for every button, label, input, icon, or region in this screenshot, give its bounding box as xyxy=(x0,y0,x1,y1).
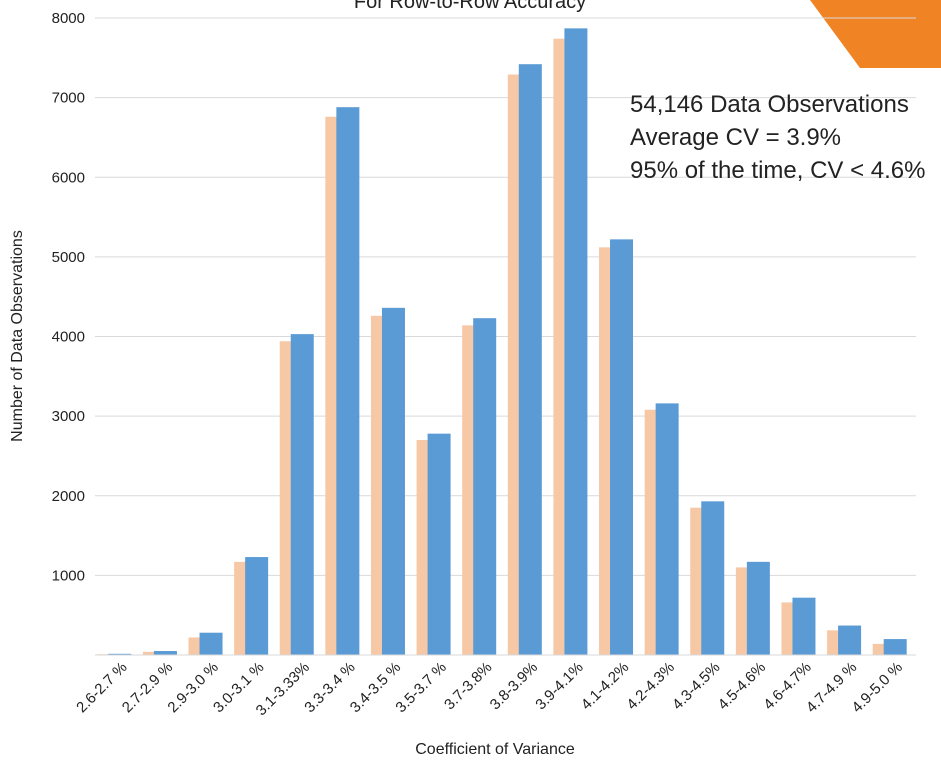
bar-series-2 xyxy=(746,561,770,655)
y-tick-label: 1000 xyxy=(52,567,85,584)
x-tick-label: 4.3-4.5% xyxy=(669,659,723,713)
x-axis-title: Coefficient of Variance xyxy=(415,741,575,758)
y-tick-label: 4000 xyxy=(52,329,85,346)
bar-series-2 xyxy=(427,433,451,655)
bars xyxy=(97,28,907,656)
y-axis-ticks: 1000 2000 3000 4000 5000 6000 7000 8000 xyxy=(52,10,85,584)
x-tick-label: 4.9-5.0 % xyxy=(849,659,906,716)
bar-series-2 xyxy=(336,107,360,656)
annotation-95-percent: 95% of the time, CV < 4.6% xyxy=(630,157,926,184)
annotation-observations: 54,146 Data Observations xyxy=(630,91,909,118)
y-tick-label: 5000 xyxy=(52,249,85,266)
bar-series-2 xyxy=(199,632,223,655)
x-tick-label: 4.1-4.2% xyxy=(578,659,632,713)
y-axis-title: Number of Data Observations xyxy=(9,230,26,442)
chart-title: For Row-to-Row Accuracy xyxy=(354,0,586,13)
y-tick-label: 8000 xyxy=(52,10,85,27)
x-tick-label: 3.5-3.7 % xyxy=(392,659,449,716)
bar-series-2 xyxy=(473,318,497,655)
x-tick-label: 4.2-4.3% xyxy=(623,659,677,713)
bar-series-2 xyxy=(245,557,269,655)
bar-series-2 xyxy=(381,307,405,655)
bar-series-2 xyxy=(108,653,132,655)
grid-lines xyxy=(95,17,916,576)
bar-series-2 xyxy=(883,639,907,655)
bar-series-2 xyxy=(655,403,679,655)
x-tick-label: 3.7-3.8% xyxy=(441,659,495,713)
y-tick-label: 6000 xyxy=(52,169,85,186)
bar-series-2 xyxy=(701,501,725,655)
y-tick-label: 7000 xyxy=(52,90,85,107)
bar-series-2 xyxy=(153,651,177,655)
bar-series-2 xyxy=(564,28,588,655)
x-axis-ticks: 2.6-2.7 %2.7-2.9 %2.9-3.0 %3.0-3.1 %3.1-… xyxy=(73,659,906,719)
x-tick-label: 4.5-4.6% xyxy=(715,659,769,713)
x-tick-label: 3.9-4.1% xyxy=(532,659,586,713)
bar-series-2 xyxy=(610,239,634,656)
corner-accent xyxy=(810,0,941,68)
bar-series-2 xyxy=(518,64,542,656)
bar-series-2 xyxy=(792,597,816,655)
bar-series-2 xyxy=(838,625,862,655)
bar-series-2 xyxy=(290,334,314,655)
y-tick-label: 3000 xyxy=(52,408,85,425)
annotation-average-cv: Average CV = 3.9% xyxy=(630,124,841,151)
y-tick-label: 2000 xyxy=(52,488,85,505)
x-tick-label: 3.8-3.9% xyxy=(487,659,541,713)
annotation-block: 54,146 Data Observations Average CV = 3.… xyxy=(630,91,926,184)
